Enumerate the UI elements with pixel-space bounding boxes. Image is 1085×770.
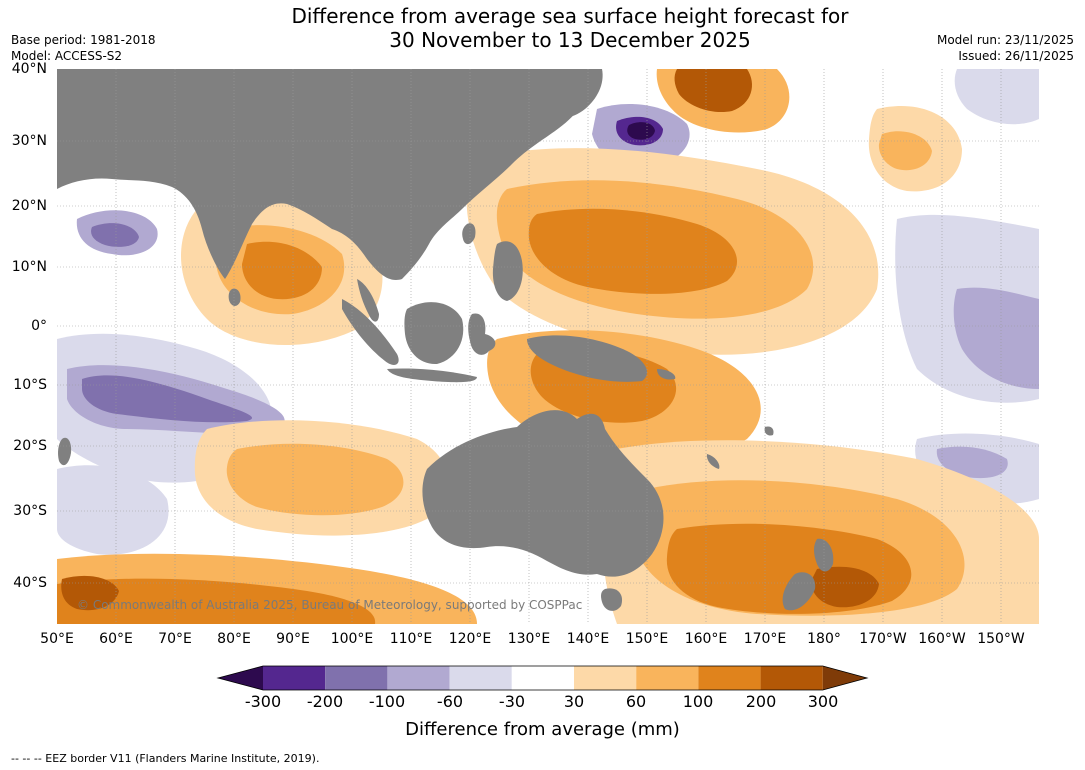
colorbar-tick-minus-300: -300 — [244, 692, 282, 711]
lon-label-90e: 90°E — [276, 631, 310, 647]
meta-left: Base period: 1981-2018 Model: ACCESS-S2 — [11, 32, 156, 64]
lon-label-150w: 150°W — [977, 631, 1025, 647]
lon-label-50e: 50°E — [40, 631, 74, 647]
graticule — [57, 69, 1039, 624]
colorbar-tick-minus-60: -60 — [436, 692, 464, 711]
land-fiji — [764, 426, 774, 436]
colorbar-tick-300: 300 — [807, 692, 839, 711]
negative-anomaly-west-indian-deep — [82, 375, 253, 423]
lat-label-10s: 10°S — [13, 377, 47, 393]
lon-label-100e: 100°E — [330, 631, 374, 647]
lon-label-60e: 60°E — [99, 631, 133, 647]
colorbar-bin-7 — [636, 666, 699, 690]
colorbar-bin-8 — [698, 666, 761, 690]
land-philippines — [492, 241, 523, 301]
negative-anomaly-south-indian — [57, 465, 169, 555]
colorbar-bin-2 — [325, 666, 388, 690]
lon-label-180: 180° — [807, 631, 841, 647]
negative-anomaly-kuroshio-deep — [627, 122, 655, 140]
title-line-2: 30 November to 13 December 2025 — [389, 28, 751, 52]
colorbar-bin-6 — [574, 666, 637, 690]
land-taiwan — [462, 223, 476, 245]
lat-label-20n: 20°N — [11, 198, 47, 214]
lon-label-120e: 120°E — [448, 631, 492, 647]
land-sulawesi — [468, 313, 496, 355]
lat-label-0: 0° — [31, 318, 47, 334]
land-new-zealand-north — [814, 538, 834, 572]
lon-label-160w: 160°W — [918, 631, 966, 647]
land-java — [387, 368, 477, 383]
lon-label-130e: 130°E — [507, 631, 551, 647]
land-new-zealand-south — [782, 572, 816, 611]
positive-anomaly-bay-of-bengal-deep — [242, 241, 322, 300]
colorbar-tick-minus-100: -100 — [368, 692, 406, 711]
lon-label-150e: 150°E — [625, 631, 669, 647]
lon-label-170e: 170°E — [743, 631, 787, 647]
land-madagascar — [58, 437, 72, 466]
issued-date: Issued: 26/11/2025 — [958, 49, 1074, 63]
colorbar-tick-60: 60 — [625, 692, 647, 711]
colorbar-bin-3 — [387, 666, 450, 690]
land-borneo — [404, 302, 464, 365]
colorbar-outline — [216, 665, 869, 691]
lat-label-40n: 40°N — [11, 61, 47, 77]
positive-anomaly-northwest-pacific-core — [674, 69, 752, 113]
positive-anomaly-south-indian-core — [226, 443, 404, 516]
lon-label-80e: 80°E — [217, 631, 251, 647]
lon-label-140e: 140°E — [566, 631, 610, 647]
land-sumatra — [342, 299, 399, 365]
colorbar-tick-200: 200 — [745, 692, 777, 711]
positive-anomaly-southern-indian-band-deep — [61, 575, 119, 611]
land-japan — [553, 69, 603, 118]
land-tasmania — [601, 588, 623, 611]
land-sri-lanka — [228, 288, 241, 306]
sea-level-map — [57, 69, 1039, 624]
lat-label-10n: 10°N — [11, 259, 47, 275]
lat-label-30n: 30°N — [11, 133, 47, 149]
land-new-guinea — [527, 335, 647, 382]
colorbar-label: Difference from average (mm) — [405, 719, 680, 740]
land-new-caledonia — [706, 454, 720, 469]
title-line-1: Difference from average sea surface heig… — [291, 4, 849, 28]
colorbar-bin-4 — [449, 666, 512, 690]
colorbar-bin-5 — [511, 666, 574, 690]
chart-title: Difference from average sea surface heig… — [230, 4, 910, 52]
lat-label-20s: 20°S — [13, 438, 47, 454]
colorbar-tick-minus-30: -30 — [498, 692, 526, 711]
colorbar-tick-30: 30 — [563, 692, 585, 711]
land-masses — [57, 69, 834, 611]
negative-anomaly-tasman-east-core — [936, 446, 1008, 479]
model-name: Model: ACCESS-S2 — [11, 49, 123, 63]
eez-footer-note: -- -- -- EEZ border V11 (Flanders Marine… — [11, 752, 320, 765]
copyright-notice: © Commonwealth of Australia 2025, Bureau… — [77, 598, 583, 612]
colorbar-tick-minus-200: -200 — [306, 692, 344, 711]
positive-anomaly-southern-indian-band-core — [57, 578, 376, 624]
colorbar-tick-100: 100 — [682, 692, 714, 711]
map-area[interactable] — [57, 69, 1039, 624]
land-asia — [57, 69, 587, 280]
negative-anomaly-arabian-core — [91, 223, 139, 247]
colorbar-min-arrow — [218, 666, 263, 690]
colorbar-bin-1 — [263, 666, 326, 690]
land-solomon-islands — [657, 369, 676, 380]
lon-label-70e: 70°E — [158, 631, 192, 647]
colorbar-bin-9 — [760, 666, 823, 690]
negative-anomaly-north-pacific — [954, 69, 1039, 125]
base-period: Base period: 1981-2018 — [11, 33, 156, 47]
land-australia — [422, 410, 664, 577]
colorbar — [216, 665, 869, 691]
land-malay-peninsula — [357, 279, 379, 322]
lat-label-40s: 40°S — [13, 575, 47, 591]
anomaly-field — [57, 69, 1039, 624]
lat-label-30s: 30°S — [13, 503, 47, 519]
lon-label-110e: 110°E — [389, 631, 433, 647]
colorbar-max-arrow — [822, 666, 867, 690]
negative-anomaly-east-pacific-core — [953, 287, 1039, 389]
positive-anomaly-west-pacific-core — [528, 208, 737, 294]
model-run: Model run: 23/11/2025 — [936, 33, 1074, 47]
meta-right: Model run: 23/11/2025 Issued: 26/11/2025 — [937, 32, 1074, 64]
lon-label-170w: 170°W — [859, 631, 907, 647]
positive-anomaly-tasman-deep — [811, 566, 879, 608]
lon-label-160e: 160°E — [684, 631, 728, 647]
